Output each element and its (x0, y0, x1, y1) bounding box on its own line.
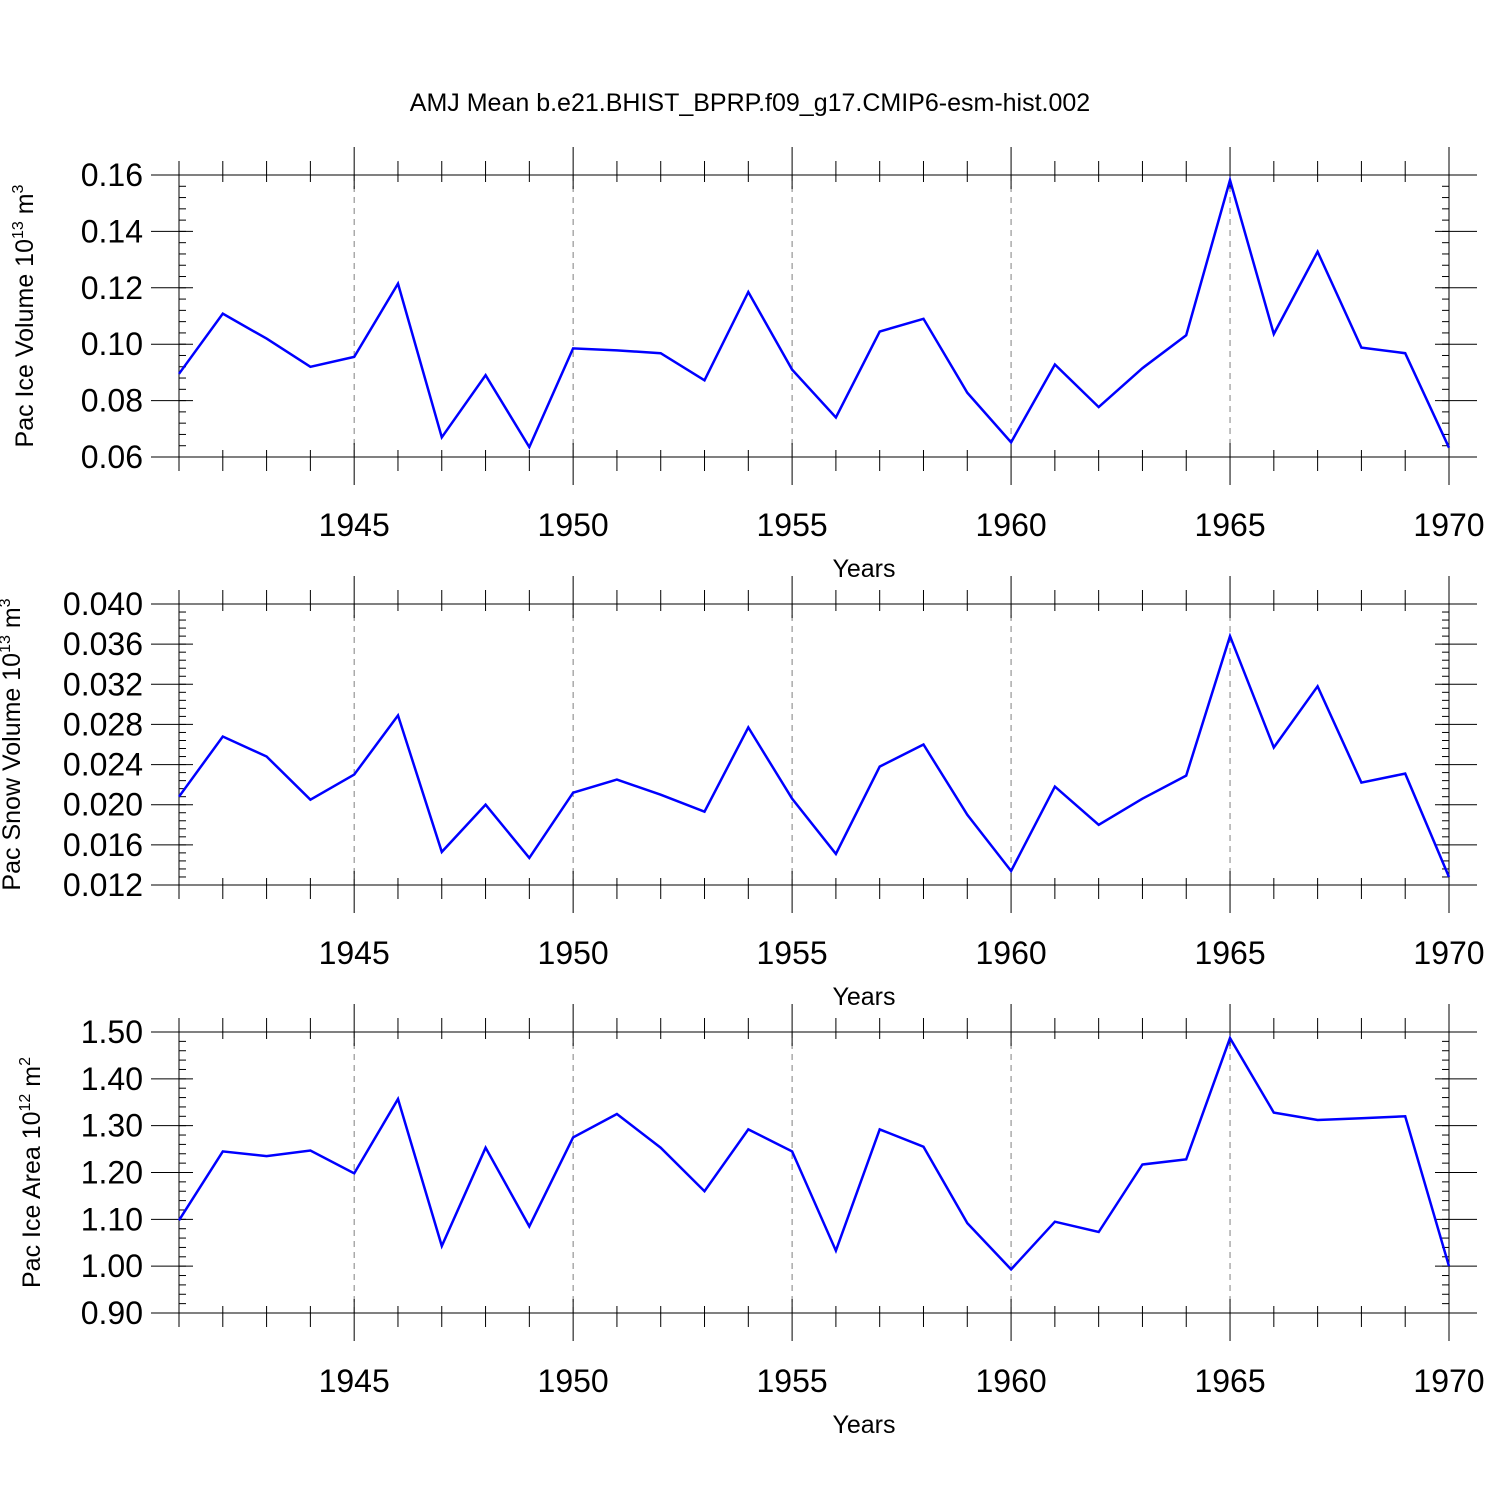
x-tick-label: 1945 (319, 507, 390, 543)
series-line (177, 175, 1451, 450)
series-line (177, 632, 1451, 878)
x-tick-label: 1970 (1413, 507, 1484, 543)
y-axis-title: Pac Ice Volume 1013 m3 (10, 184, 39, 447)
y-tick-label: 1.20 (81, 1155, 143, 1191)
x-tick-label: 1960 (975, 507, 1046, 543)
x-tick-label: 1945 (319, 935, 390, 971)
x-tick-label: 1950 (538, 507, 609, 543)
y-tick-label: 0.90 (81, 1295, 143, 1331)
y-tick-label: 0.032 (63, 666, 143, 702)
y-tick-label: 0.036 (63, 626, 143, 662)
plot-frame (178, 174, 1450, 458)
x-axis-title: Years (832, 555, 895, 583)
y-tick-label: 0.020 (63, 787, 143, 823)
x-tick-label: 1970 (1413, 935, 1484, 971)
x-tick-label: 1955 (757, 1363, 828, 1399)
y-tick-label: 1.00 (81, 1248, 143, 1284)
y-tick-label: 0.08 (81, 383, 143, 419)
x-tick-label: 1960 (975, 1363, 1046, 1399)
panel-snow-volume: 0.012 0.016 0.020 0.024 0.028 0.032 0.036 0.040… (0, 576, 1485, 1011)
y-tick-label: 1.10 (81, 1201, 143, 1237)
x-tick-label: 1955 (757, 507, 828, 543)
x-axis-title: Years (832, 983, 895, 1011)
x-tick-label: 1960 (975, 935, 1046, 971)
y-tick-label: 0.012 (63, 867, 143, 903)
y-tick-label: 1.50 (81, 1014, 143, 1050)
y-tick-label: 0.06 (81, 439, 143, 475)
x-tick-label: 1950 (538, 935, 609, 971)
y-tick-label: 0.10 (81, 326, 143, 362)
x-tick-label: 1950 (538, 1363, 609, 1399)
panel-ice-area: 0.90 1.00 1.10 1.20 1.30 1.40 1.50 1945 1950 1955… (17, 1004, 1485, 1439)
y-axis-title: Pac Snow Volume 1013 m3 (0, 598, 26, 890)
y-tick-label: 0.14 (81, 213, 143, 249)
series-line (177, 1035, 1451, 1272)
x-tick-label: 1955 (757, 935, 828, 971)
y-tick-label: 0.040 (63, 586, 143, 622)
x-tick-label: 1965 (1194, 935, 1265, 971)
x-tick-label: 1945 (319, 1363, 390, 1399)
y-tick-label: 0.028 (63, 706, 143, 742)
x-axis-title: Years (832, 1411, 895, 1439)
y-tick-label: 0.024 (63, 747, 143, 783)
x-tick-label: 1965 (1194, 507, 1265, 543)
y-tick-label: 1.40 (81, 1061, 143, 1097)
y-tick-label: 0.12 (81, 270, 143, 306)
chart-title: AMJ Mean b.e21.BHIST_BPRP.f09_g17.CMIP6-… (410, 89, 1090, 117)
plot-frame (178, 1031, 1450, 1314)
y-tick-label: 0.16 (81, 157, 143, 193)
x-tick-label: 1965 (1194, 1363, 1265, 1399)
panel-ice-volume: 0.06 0.08 0.10 0.12 0.14 0.16 1945 1950 1955 1960… (10, 147, 1485, 583)
plot-frame (178, 603, 1450, 886)
y-axis-title: Pac Ice Area 1012 m2 (17, 1057, 46, 1288)
y-tick-label: 1.30 (81, 1108, 143, 1144)
x-tick-label: 1970 (1413, 1363, 1484, 1399)
y-tick-label: 0.016 (63, 827, 143, 863)
